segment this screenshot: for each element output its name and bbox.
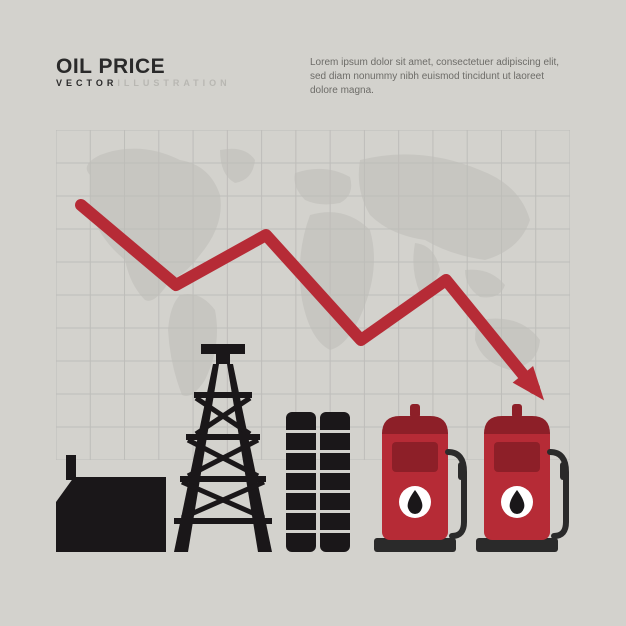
storage-tanks-icon bbox=[286, 412, 350, 552]
title-block: OIL PRICE VECTORILLUSTRATION bbox=[56, 56, 231, 88]
page-subtitle: VECTORILLUSTRATION bbox=[56, 79, 231, 88]
industry-illustration bbox=[56, 342, 570, 552]
gas-pump-icon bbox=[476, 404, 568, 552]
subtitle-illustration: ILLUSTRATION bbox=[117, 78, 230, 88]
gas-pump-icon bbox=[374, 404, 466, 552]
factory-icon bbox=[56, 455, 166, 552]
page-title: OIL PRICE bbox=[56, 56, 231, 77]
oil-derrick-icon bbox=[174, 344, 272, 552]
subtitle-vector: VECTOR bbox=[56, 78, 117, 88]
description-text: Lorem ipsum dolor sit amet, consectetuer… bbox=[310, 56, 570, 98]
